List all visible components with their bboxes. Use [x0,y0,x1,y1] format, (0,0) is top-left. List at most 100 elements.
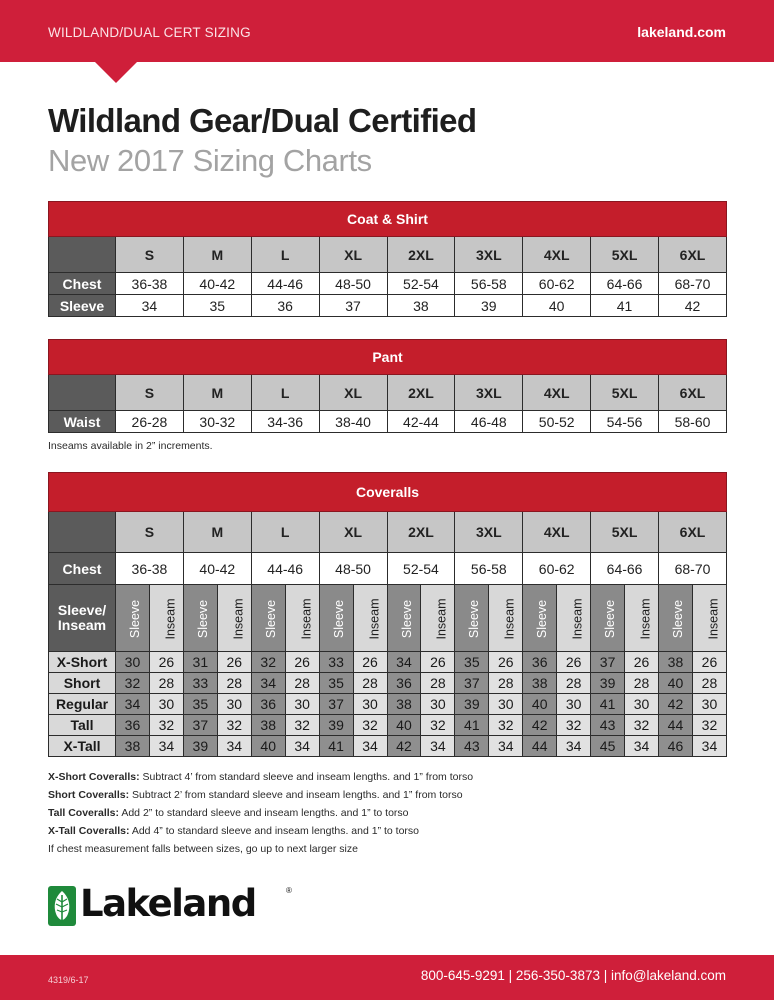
table-cell: 37 [318,294,388,317]
lakeland-logo: Lakeland ® [48,882,298,930]
inseam-header-text: Inseam [638,598,653,640]
table-cell: 60-62 [522,272,592,295]
sleeve-cell: 32 [115,672,150,694]
pant-table: Pant S M L XL 2XL 3XL 4XL 5XL 6XL Waist 26-28 30-… [48,339,727,433]
inseam-cell: 28 [624,672,659,694]
inseam-cell: 26 [148,651,184,673]
table-cell: 68-70 [658,552,727,585]
pant-size-row: S M L XL 2XL 3XL 4XL 5XL 6XL [48,374,727,411]
sleeve-cell: 33 [182,672,218,694]
inseam-cell: 26 [691,651,728,673]
note-text: Add 2” to standard sleeve and inseam len… [119,807,409,819]
size-header: S [115,511,184,553]
table-cell: 38-40 [318,410,388,433]
site-link[interactable]: lakeland.com [637,24,726,40]
sleeve-header-text: Sleeve [603,599,618,639]
inseam-cell: 30 [488,693,524,715]
note-line: X-Tall Coveralls: Add 4” to standard sle… [48,822,473,840]
sleeve-cell: 38 [658,651,693,673]
table-cell: 48-50 [318,272,388,295]
sleeve-header-text: Sleeve [195,599,210,639]
inseam-column-header: Inseam [488,584,524,652]
note-text: Add 4” to standard sleeve and inseam len… [129,825,420,837]
table-cell: 56-58 [454,552,524,585]
size-header: 6XL [658,374,727,411]
sleeve-cell: 36 [386,672,422,694]
inseam-column-header: Inseam [148,584,184,652]
table-cell: 34 [115,294,184,317]
inseam-cell: 34 [420,735,456,757]
sleeve-cell: 41 [590,693,626,715]
sleeve-header-text: Sleeve [331,599,346,639]
page-title: Wildland Gear/Dual Certified [48,102,477,139]
note-heading: X-Tall Coveralls: [48,825,130,837]
sleeve-column-header: Sleeve [115,584,150,652]
sleeve-header-text: Sleeve [671,599,686,639]
document-code: 4319/6-17 [48,975,89,985]
sleeve-cell: 36 [115,714,150,736]
sleeve-cell: 40 [250,735,286,757]
sleeve-cell: 43 [590,714,626,736]
size-header: 6XL [658,236,727,273]
inseam-cell: 30 [691,693,728,715]
coverall-row: X-Short 30 26 31 26 32 26 33 26 34 26 35 26 36 26 37 26 3… [48,651,728,673]
inseam-cell: 26 [488,651,524,673]
size-header: 5XL [590,236,659,273]
registered-mark: ® [286,886,292,895]
inseam-cell: 28 [556,672,592,694]
table-cell: 68-70 [658,272,727,295]
sleeve-cell: 43 [454,735,490,757]
inseam-cell: 34 [352,735,388,757]
table-cell: 36 [250,294,320,317]
sleeve-cell: 40 [658,672,693,694]
coat-shirt-title: Coat & Shirt [48,201,727,237]
leaf-icon [48,886,76,926]
corner-cell [48,236,116,273]
sleeve-cell: 38 [115,735,150,757]
inseam-column-header: Inseam [624,584,659,652]
sleeve-cell: 37 [182,714,218,736]
inseam-cell: 34 [624,735,659,757]
table-cell: 38 [386,294,456,317]
sleeve-cell: 44 [522,735,558,757]
cov-chest-row: Chest 36-38 40-42 44-46 48-50 52-54 56-58 60-6… [48,552,727,585]
row-label: Regular [48,693,116,715]
inseam-header-text: Inseam [367,598,382,640]
note-heading: X-Short Coveralls: [48,771,140,783]
sleeve-cell: 34 [115,693,150,715]
sleeve-cell: 39 [590,672,626,694]
size-header: 4XL [522,236,592,273]
section-label: WILDLAND/DUAL CERT SIZING [48,25,251,40]
note-text: Subtract 4’ from standard sleeve and ins… [139,771,474,783]
sleeve-cell: 40 [386,714,422,736]
inseam-cell: 26 [420,651,456,673]
table-cell: 40 [522,294,592,317]
sleeve-column-header: Sleeve [318,584,354,652]
sleeve-cell: 38 [386,693,422,715]
size-header: M [182,374,252,411]
pant-title: Pant [48,339,727,375]
pant-waist-row: Waist 26-28 30-32 34-36 38-40 42-44 46-48 50-5… [48,410,727,433]
size-header: L [250,511,320,553]
note-line: Short Coveralls: Subtract 2’ from standa… [48,786,473,804]
table-cell: 50-52 [522,410,592,433]
inseam-column-header: Inseam [420,584,456,652]
table-cell: 40-42 [182,272,252,295]
inseam-cell: 34 [488,735,524,757]
sleeve-column-header: Sleeve [250,584,286,652]
coverall-row: X-Tall 38 34 39 34 40 34 41 34 42 34 43 34 44 34 45 34 46… [48,735,728,757]
size-header: XL [318,236,388,273]
note-line: If chest measurement falls between sizes… [48,840,473,858]
inseam-cell: 26 [556,651,592,673]
inseam-cell: 32 [420,714,456,736]
inseam-header-text: Inseam [299,598,314,640]
row-label: Short [48,672,116,694]
inseam-cell: 34 [216,735,252,757]
size-header: 4XL [522,511,592,553]
inseam-header-text: Inseam [502,598,517,640]
size-header: 3XL [454,236,524,273]
sleeve-cell: 37 [454,672,490,694]
sleeve-cell: 32 [250,651,286,673]
sleeve-inseam-label: Sleeve/ Inseam [48,584,116,652]
inseam-cell: 28 [284,672,320,694]
